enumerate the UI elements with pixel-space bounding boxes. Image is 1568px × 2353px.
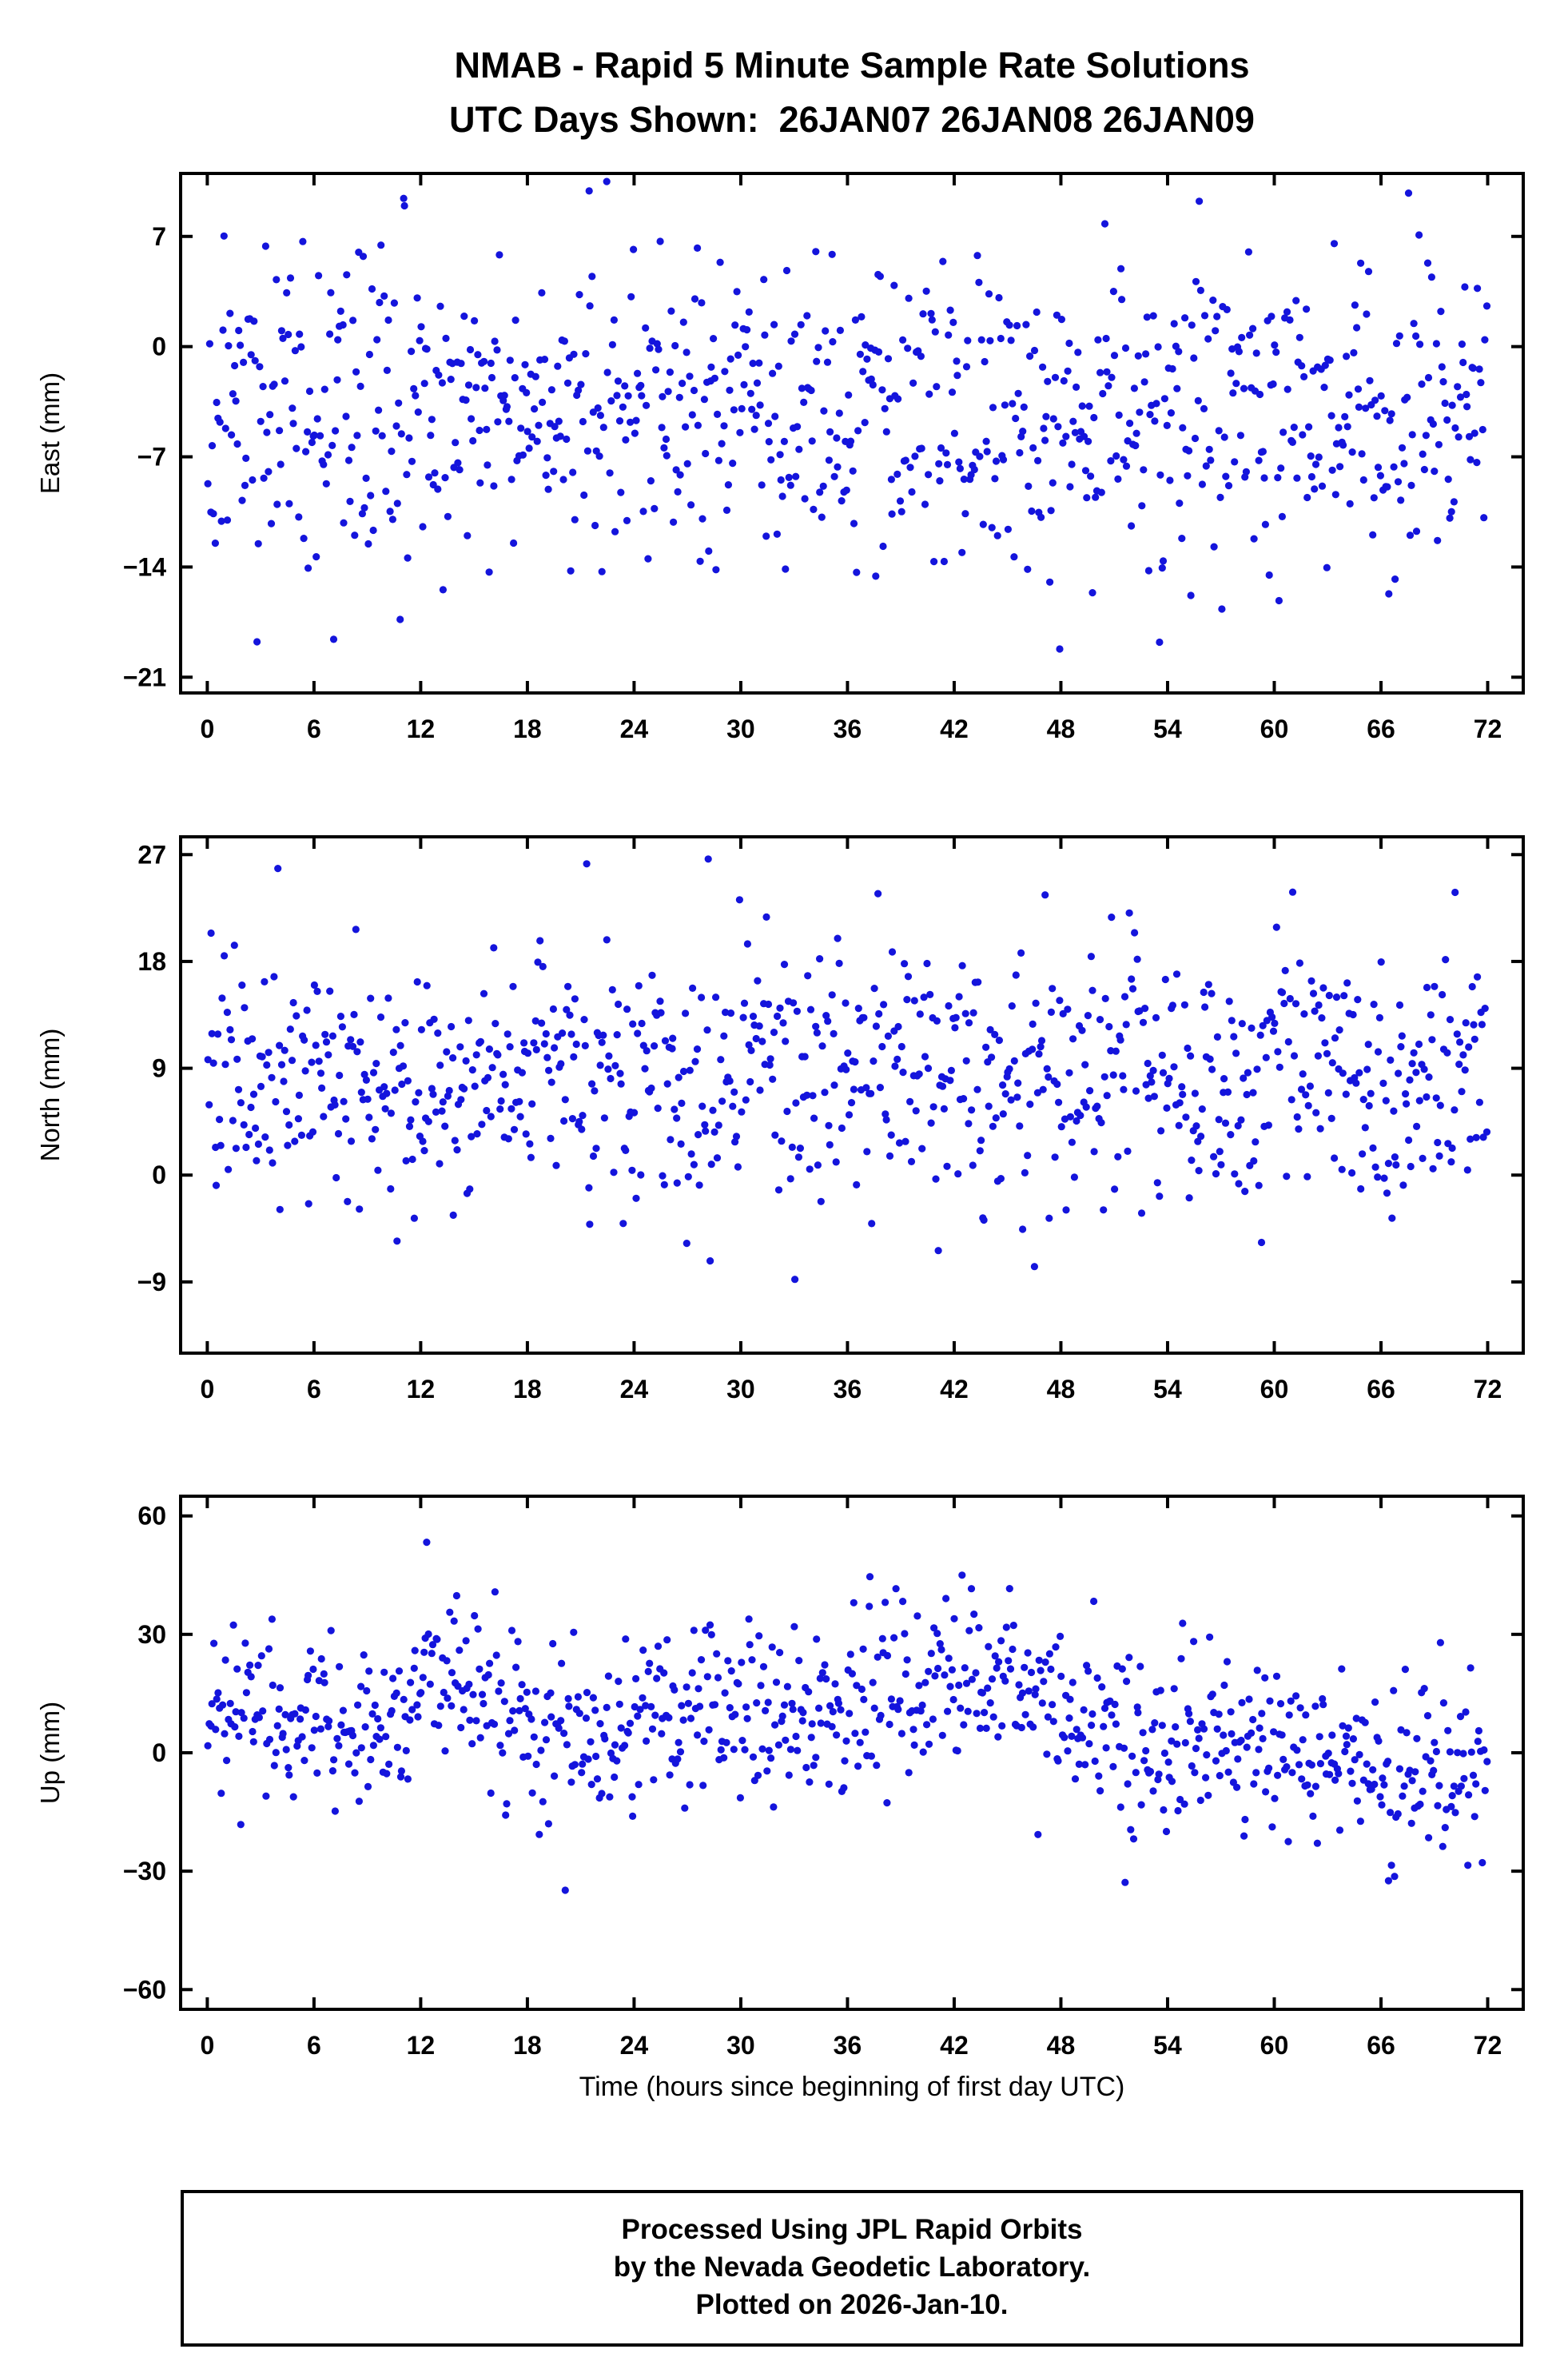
up-plot: 0 6 12 18 24 30 36 42 48 54 60 66 72 60 30 0 −30 −60 Up (m… xyxy=(35,1495,1525,2060)
x-axis-ticks: 0 6 12 18 24 30 36 42 48 54 60 66 72 xyxy=(200,173,1502,743)
y-axis-ticks: 7 0 −7 −14 −21 xyxy=(123,222,1523,691)
x-tick-label: 24 xyxy=(620,715,649,743)
x-tick-label: 12 xyxy=(407,715,436,743)
x-tick-label: 30 xyxy=(726,1375,755,1403)
y-tick-label: −14 xyxy=(123,552,166,581)
x-tick-label: 0 xyxy=(200,2031,214,2060)
y-tick-label: 9 xyxy=(152,1054,166,1083)
y-axis-ticks: 60 30 0 −30 −60 xyxy=(123,1502,1523,2004)
x-tick-label: 60 xyxy=(1260,2031,1289,2060)
plot-frame xyxy=(179,1495,1525,2011)
east-plot: 0 6 12 18 24 30 36 42 48 54 60 66 72 7 0 −7 −14 −21 East (… xyxy=(35,172,1525,743)
x-tick-label: 42 xyxy=(940,715,969,743)
east-y-axis-title: East (mm) xyxy=(35,372,65,494)
y-tick-label: 30 xyxy=(137,1620,166,1649)
x-tick-label: 72 xyxy=(1474,1375,1502,1403)
east-scatter-panel: 0 6 12 18 24 30 36 42 48 54 60 66 72 7 0 −7 −14 −21 East (… xyxy=(0,125,1568,789)
x-tick-label: 66 xyxy=(1367,1375,1395,1403)
x-tick-label: 36 xyxy=(834,2031,862,2060)
up-y-axis-title: Up (mm) xyxy=(35,1702,65,1804)
scatter-points xyxy=(204,177,1491,653)
x-tick-label: 72 xyxy=(1474,2031,1502,2060)
up-scatter-panel: 0 6 12 18 24 30 36 42 48 54 60 66 72 60 30 0 −30 −60 Up (m… xyxy=(0,1448,1568,2105)
x-tick-label: 12 xyxy=(407,2031,436,2060)
y-tick-label: −30 xyxy=(123,1857,166,1885)
y-tick-label: 27 xyxy=(137,840,166,869)
y-axis-ticks: 27 18 9 0 −9 xyxy=(137,840,1523,1296)
x-tick-label: 66 xyxy=(1367,2031,1395,2060)
x-tick-label: 42 xyxy=(940,1375,969,1403)
x-tick-label: 6 xyxy=(307,1375,321,1403)
y-tick-label: 0 xyxy=(152,1161,166,1189)
x-tick-label: 54 xyxy=(1153,1375,1182,1403)
x-tick-label: 36 xyxy=(834,1375,862,1403)
x-tick-label: 18 xyxy=(513,2031,542,2060)
north-y-axis-title: North (mm) xyxy=(35,1029,65,1162)
x-axis-ticks: 0 6 12 18 24 30 36 42 48 54 60 66 72 xyxy=(200,837,1502,1403)
y-tick-label: −7 xyxy=(137,443,166,472)
footer-line-1: Processed Using JPL Rapid Orbits xyxy=(621,2214,1083,2245)
y-tick-label: −21 xyxy=(123,663,166,691)
scatter-points xyxy=(204,1539,1491,1894)
x-tick-label: 54 xyxy=(1153,2031,1182,2060)
x-tick-label: 60 xyxy=(1260,715,1289,743)
y-tick-label: 0 xyxy=(152,1738,166,1767)
north-scatter-panel: 0 6 12 18 24 30 36 42 48 54 60 66 72 27 18 9 0 −9 North (m… xyxy=(0,789,1568,1449)
x-tick-label: 18 xyxy=(513,1375,542,1403)
plot-frame xyxy=(179,835,1525,1355)
x-tick-label: 54 xyxy=(1153,715,1182,743)
x-tick-label: 36 xyxy=(834,715,862,743)
y-tick-label: 7 xyxy=(152,222,166,251)
x-tick-label: 24 xyxy=(620,2031,649,2060)
x-tick-label: 48 xyxy=(1047,1375,1076,1403)
plot-frame xyxy=(179,172,1525,695)
x-axis-ticks: 0 6 12 18 24 30 36 42 48 54 60 66 72 xyxy=(200,1496,1502,2060)
footer-box: Processed Using JPL Rapid Orbits by the … xyxy=(181,2190,1523,2347)
x-tick-label: 48 xyxy=(1047,2031,1076,2060)
x-tick-label: 30 xyxy=(726,715,755,743)
x-tick-label: 42 xyxy=(940,2031,969,2060)
y-tick-label: 0 xyxy=(152,332,166,361)
x-tick-label: 48 xyxy=(1047,715,1076,743)
scatter-points xyxy=(204,855,1491,1284)
y-tick-label: −9 xyxy=(137,1268,166,1296)
footer-line-2: by the Nevada Geodetic Laboratory. xyxy=(613,2251,1091,2283)
x-tick-label: 0 xyxy=(200,1375,214,1403)
footer-line-3: Plotted on 2026-Jan-10. xyxy=(695,2289,1009,2320)
x-tick-label: 12 xyxy=(407,1375,436,1403)
x-tick-label: 24 xyxy=(620,1375,649,1403)
figure-subtitle: UTC Days Shown: 26JAN07 26JAN08 26JAN09 xyxy=(449,99,1255,140)
figure-title: NMAB - Rapid 5 Minute Sample Rate Soluti… xyxy=(454,45,1250,86)
x-tick-label: 30 xyxy=(726,2031,755,2060)
x-axis-label: Time (hours since beginning of first day… xyxy=(579,2072,1125,2102)
x-tick-label: 6 xyxy=(307,2031,321,2060)
x-tick-label: 72 xyxy=(1474,715,1502,743)
x-tick-label: 66 xyxy=(1367,715,1395,743)
x-tick-label: 60 xyxy=(1260,1375,1289,1403)
north-plot: 0 6 12 18 24 30 36 42 48 54 60 66 72 27 18 9 0 −9 North (m… xyxy=(35,835,1525,1403)
x-tick-label: 0 xyxy=(200,715,214,743)
y-tick-label: 60 xyxy=(137,1502,166,1531)
y-tick-label: 18 xyxy=(137,947,166,976)
y-tick-label: −60 xyxy=(123,1975,166,2004)
x-tick-label: 6 xyxy=(307,715,321,743)
x-tick-label: 18 xyxy=(513,715,542,743)
